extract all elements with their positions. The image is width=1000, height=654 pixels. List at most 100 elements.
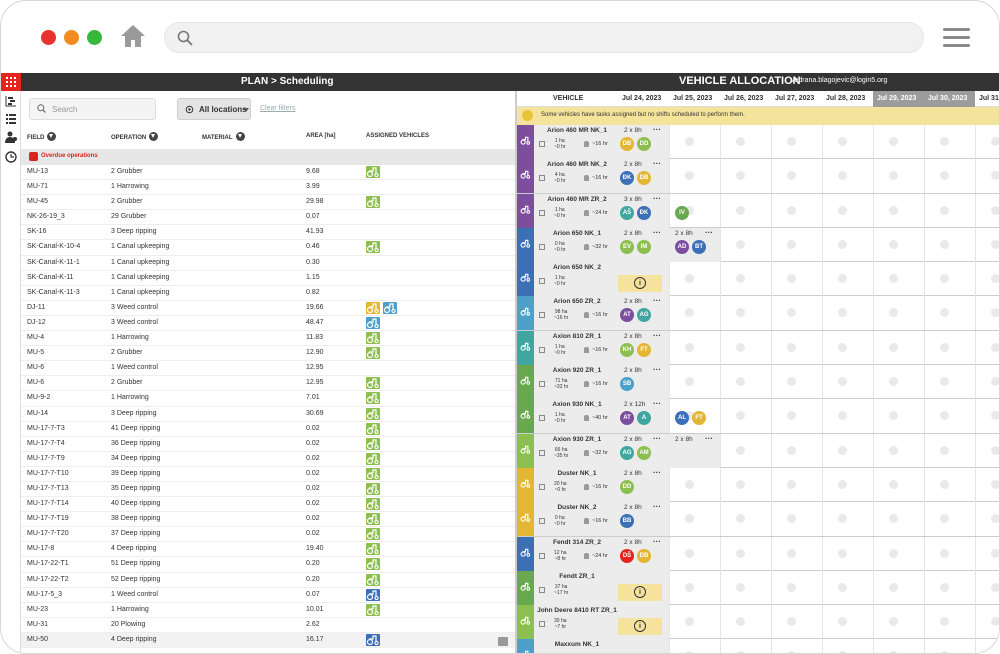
vehicle-name[interactable]: Duster NK_2: [557, 504, 597, 512]
expand-arrow-icon[interactable]: [498, 637, 508, 646]
day-cell[interactable]: [669, 365, 720, 400]
table-row[interactable]: MU-13 2 Grubber 9.68: [21, 165, 515, 181]
shift-label[interactable]: 2 x 8h: [624, 298, 642, 306]
vehicle-row[interactable]: Maxxum NK_1: [517, 639, 999, 653]
day-cell[interactable]: [822, 502, 873, 537]
day-cell[interactable]: [975, 330, 999, 365]
table-row[interactable]: MU-4 1 Harrowing 11.83: [21, 331, 515, 347]
day-cell[interactable]: [669, 330, 720, 365]
day-cell[interactable]: [924, 330, 975, 365]
tractor-icon[interactable]: [366, 588, 380, 601]
day-cell[interactable]: [720, 262, 771, 297]
day-cell[interactable]: [975, 399, 999, 434]
day-cell[interactable]: [669, 296, 720, 331]
tractor-icon[interactable]: [366, 407, 380, 420]
table-row[interactable]: SK-Canal-K-11 1 Canal upkeeping 1.15: [21, 271, 515, 286]
day-cell[interactable]: [669, 605, 720, 640]
day-cell[interactable]: [669, 125, 720, 159]
day-cell[interactable]: [771, 467, 822, 502]
shift-label[interactable]: 2 x 8h: [624, 127, 642, 134]
shift-label[interactable]: 2 x 8h: [624, 435, 642, 443]
home-icon[interactable]: [120, 24, 146, 48]
table-row[interactable]: NK-26-19_3 29 Grubber 0.07: [21, 210, 515, 226]
day-cell[interactable]: [669, 570, 720, 605]
day-cell[interactable]: [924, 399, 975, 434]
tractor-icon[interactable]: [366, 332, 380, 345]
shift-label[interactable]: 3 x 8h: [624, 195, 642, 203]
table-row[interactable]: MU-6 2 Grubber 12.95: [21, 376, 515, 392]
more-options-icon[interactable]: ···: [705, 433, 713, 443]
operator-avatar[interactable]: A: [637, 411, 651, 426]
table-row[interactable]: MU-6 1 Weed control 12.95: [21, 361, 515, 377]
table-row[interactable]: SK-Canal-K-11-1 1 Canal upkeeping 0.30: [21, 256, 515, 271]
day-cell[interactable]: [720, 365, 771, 400]
day-cell[interactable]: [720, 502, 771, 537]
shift-label[interactable]: 2 x 8h: [675, 229, 693, 237]
table-row[interactable]: MU-45 2 Grubber 29.98: [21, 195, 515, 211]
day-cell[interactable]: [822, 193, 873, 228]
gantt-icon[interactable]: [5, 95, 17, 107]
tractor-icon[interactable]: [366, 573, 380, 586]
day-cell[interactable]: [924, 639, 975, 653]
table-row[interactable]: DJ-12 3 Weed control 48.47: [21, 316, 515, 332]
day-cell[interactable]: [924, 502, 975, 537]
more-options-icon[interactable]: ···: [653, 399, 661, 409]
day-cell[interactable]: [975, 125, 999, 159]
day-cell[interactable]: [771, 365, 822, 400]
vehicle-name[interactable]: Arion 650 NK_2: [552, 264, 602, 272]
day-cell[interactable]: [771, 296, 822, 331]
operator-avatar[interactable]: DD: [637, 137, 651, 151]
table-row[interactable]: MU-17-7-T19 38 Deep ripping 0.02: [21, 512, 515, 528]
shift-label[interactable]: 2 x 8h: [675, 435, 693, 443]
vehicle-name[interactable]: Arion 650 NK_1: [552, 229, 602, 237]
day-cell[interactable]: [924, 605, 975, 640]
tractor-icon[interactable]: [366, 316, 380, 329]
day-cell[interactable]: [822, 570, 873, 605]
vehicle-row[interactable]: Arion 460 MR NK_1 1 ha ~0 hr 2 x 8h ··· ~16 h…: [517, 125, 999, 160]
day-cell[interactable]: [771, 193, 822, 228]
day-cell[interactable]: [873, 605, 924, 640]
tractor-icon[interactable]: [366, 377, 380, 390]
vehicle-name[interactable]: Arion 650 ZR_2: [553, 298, 601, 306]
list-icon[interactable]: [5, 113, 17, 125]
date-column-header[interactable]: Jul 26, 2023: [724, 95, 764, 102]
day-cell[interactable]: [873, 125, 924, 159]
day-cell[interactable]: [924, 159, 975, 194]
day-cell[interactable]: [924, 570, 975, 605]
day-cell[interactable]: [975, 605, 999, 640]
day-cell[interactable]: [720, 536, 771, 571]
day-cell[interactable]: [720, 399, 771, 434]
day-cell[interactable]: [975, 536, 999, 571]
table-row[interactable]: MU-17-7-T3 41 Deep ripping 0.02: [21, 422, 515, 437]
day-cell[interactable]: [975, 502, 999, 537]
vehicle-row[interactable]: Fendt 314 ZR_2 12 ha ~8 hr 2 x 8h ··· ~24 hr D…: [517, 536, 999, 571]
day-cell[interactable]: [771, 227, 822, 262]
more-options-icon[interactable]: ···: [653, 193, 661, 203]
tractor-icon[interactable]: [366, 498, 380, 511]
day-cell[interactable]: [873, 330, 924, 365]
day-cell[interactable]: [873, 365, 924, 400]
tractor-icon[interactable]: [366, 452, 380, 465]
day-cell[interactable]: [669, 536, 720, 571]
day-cell[interactable]: [873, 193, 924, 228]
table-row[interactable]: MU-9-2 1 Harrowing 7.01: [21, 391, 515, 407]
day-cell[interactable]: [975, 433, 999, 468]
table-row[interactable]: MU-5 2 Grubber 12.90: [21, 346, 515, 362]
day-cell[interactable]: [975, 639, 999, 653]
operator-avatar[interactable]: AŠ: [620, 205, 634, 220]
day-cell[interactable]: [720, 605, 771, 640]
day-cell[interactable]: [822, 433, 873, 468]
day-cell[interactable]: [975, 193, 999, 228]
day-cell[interactable]: [771, 639, 822, 653]
vehicle-name[interactable]: Arion 460 MR NK_1: [547, 127, 607, 134]
tractor-icon[interactable]: [366, 437, 380, 450]
more-options-icon[interactable]: ···: [653, 330, 661, 340]
hamburger-menu-icon[interactable]: [943, 28, 970, 48]
day-cell[interactable]: [975, 296, 999, 331]
tractor-icon[interactable]: [366, 196, 380, 209]
vehicle-row[interactable]: Axion 930 NK_1 1 ha ~0 hr 2 x 12h ··· ~40 hr A…: [517, 399, 999, 434]
vehicle-row[interactable]: Axion 810 ZR_1 1 ha ~0 hr 2 x 8h ··· ~16 hr KH…: [517, 330, 999, 366]
day-cell[interactable]: [873, 536, 924, 571]
column-operation[interactable]: OPERATION: [111, 132, 159, 142]
breadcrumb[interactable]: PLAN > Scheduling: [241, 76, 334, 87]
